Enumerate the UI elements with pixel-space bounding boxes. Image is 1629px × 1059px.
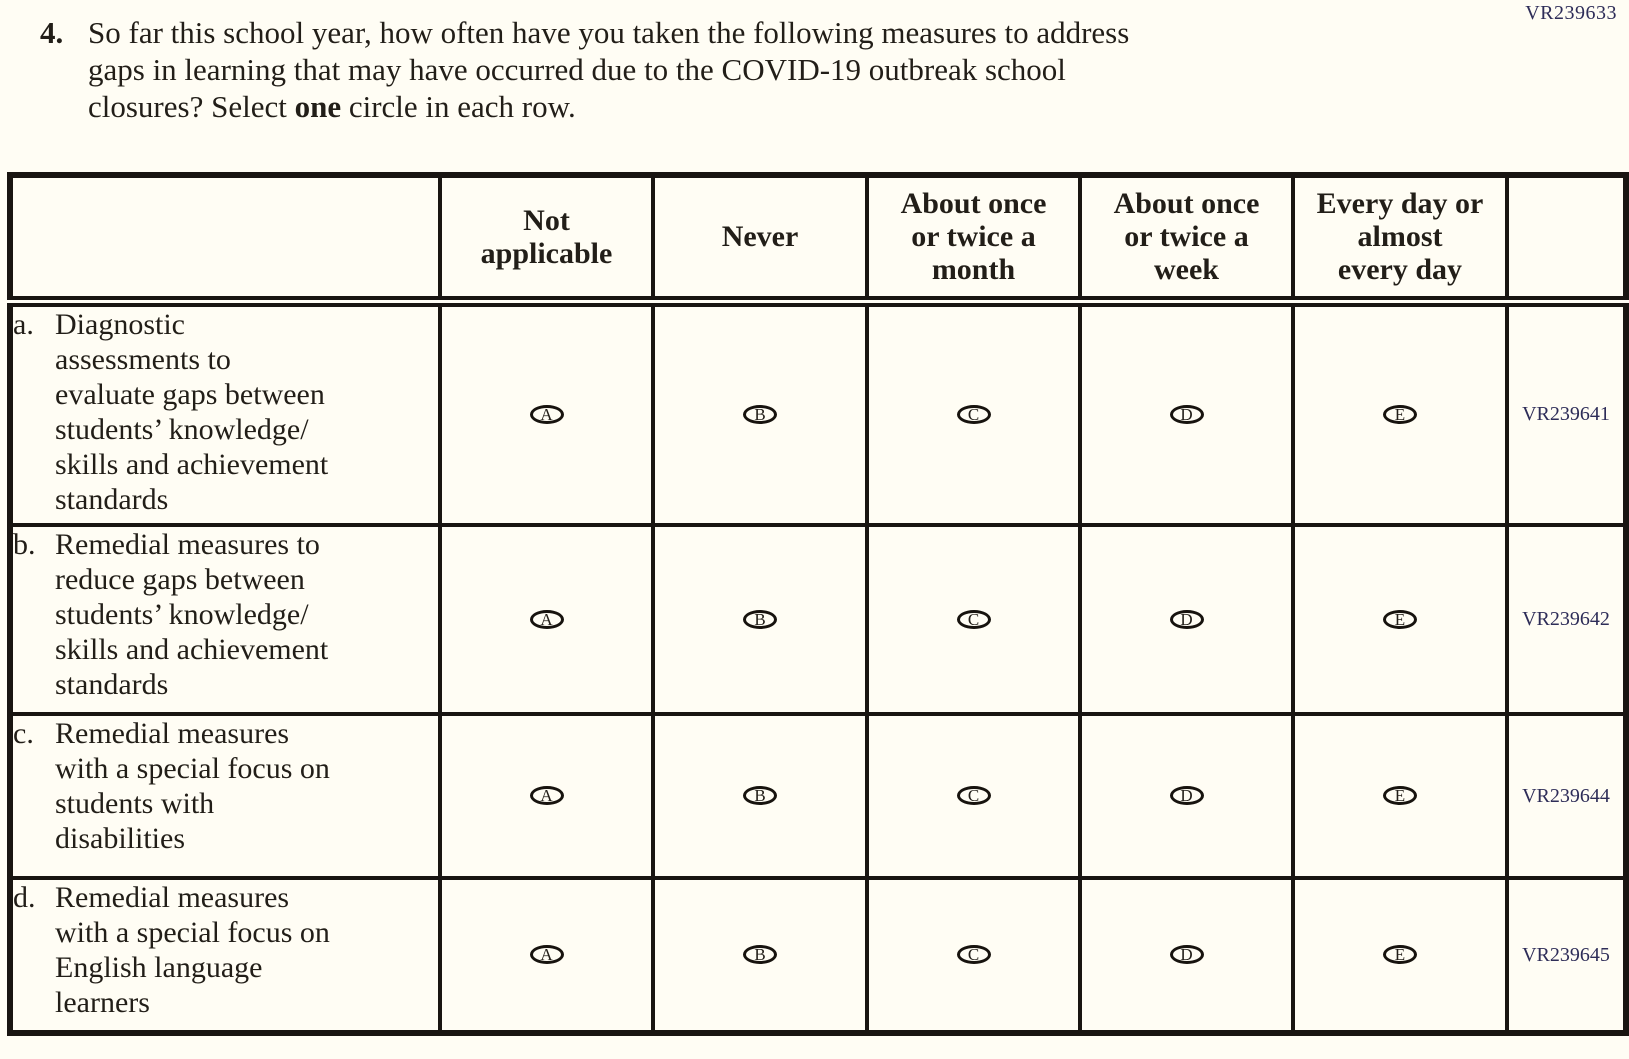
row-d-cell-not-applicable: A xyxy=(438,876,655,1035)
row-a-bubble-B[interactable]: B xyxy=(743,404,777,424)
row-b-bubble-C[interactable]: C xyxy=(956,609,991,629)
row-c-label: Remedial measures with a special focus o… xyxy=(55,717,330,855)
header-every-day: Every day or almost every day xyxy=(1291,173,1509,307)
row-a-bubble-D[interactable]: D xyxy=(1169,404,1204,424)
row-a-label: Diagnostic assessments to evaluate gaps … xyxy=(55,307,329,516)
row-b-bubble-B[interactable]: B xyxy=(743,609,777,629)
row-c-cell-every-day: E xyxy=(1291,712,1509,880)
row-d-cell-every-day: E xyxy=(1291,876,1509,1035)
row-c-bubble-D[interactable]: D xyxy=(1169,786,1204,805)
row-b-label: Remedial measures to reduce gaps between… xyxy=(55,528,329,701)
row-a-bubble-C[interactable]: C xyxy=(956,404,991,424)
row-b-bubble-E[interactable]: E xyxy=(1383,609,1417,629)
table-row-d: d. Remedial measures with a special focu… xyxy=(8,876,1628,1035)
question-text-part2: circle in each row. xyxy=(341,89,576,124)
question-text-part1: So far this school year, how often have … xyxy=(88,15,1130,124)
row-a-cell-not-applicable: A xyxy=(438,299,655,527)
table-row-b: b. Remedial measures to reduce gaps betw… xyxy=(8,523,1628,716)
row-c-bubble-E[interactable]: E xyxy=(1383,786,1417,805)
row-b-letter: b. xyxy=(13,528,36,561)
row-d-cell-never: B xyxy=(651,876,869,1035)
row-c-bubble-B[interactable]: B xyxy=(743,786,777,805)
row-d-bubble-D[interactable]: D xyxy=(1169,945,1204,964)
row-d-letter: d. xyxy=(13,881,36,914)
row-a-letter: a. xyxy=(13,307,34,341)
form-code: VR239633 xyxy=(1525,2,1617,24)
row-b-cell-once-twice-week: D xyxy=(1078,523,1295,716)
row-b-cell-not-applicable: A xyxy=(438,523,655,716)
question-number: 4. xyxy=(40,15,64,50)
row-b-bubble-A[interactable]: A xyxy=(529,609,564,629)
row-a-code: VR239641 xyxy=(1505,299,1628,527)
row-b-cell-every-day: E xyxy=(1291,523,1509,716)
header-once-twice-week: About once or twice a week xyxy=(1078,173,1295,307)
row-d-bubble-E[interactable]: E xyxy=(1383,945,1417,964)
row-b-code: VR239642 xyxy=(1505,523,1628,716)
header-row: Not applicable Never About once or twice… xyxy=(8,173,1628,307)
row-a-cell-once-twice-week: D xyxy=(1078,299,1295,527)
question-text: So far this school year, how often have … xyxy=(88,14,1129,125)
row-a-bubble-E[interactable]: E xyxy=(1383,404,1417,424)
row-a-cell-once-twice-month: C xyxy=(865,299,1082,527)
row-d-code: VR239645 xyxy=(1505,876,1628,1035)
row-a-label-cell: a. Diagnostic assessments to evaluate ga… xyxy=(8,299,442,527)
row-d-cell-once-twice-month: C xyxy=(865,876,1082,1035)
header-once-twice-month: About once or twice a month xyxy=(865,173,1082,307)
row-c-letter: c. xyxy=(13,717,34,750)
row-c-bubble-C[interactable]: C xyxy=(956,786,991,805)
row-d-label-cell: d. Remedial measures with a special focu… xyxy=(8,876,442,1035)
row-a-cell-every-day: E xyxy=(1291,299,1509,527)
row-c-bubble-A[interactable]: A xyxy=(529,786,564,805)
row-d-bubble-B[interactable]: B xyxy=(743,945,777,964)
header-never: Never xyxy=(651,173,869,307)
table-row-c: c. Remedial measures with a special focu… xyxy=(8,712,1628,880)
row-d-bubble-A[interactable]: A xyxy=(529,945,564,964)
header-not-applicable: Not applicable xyxy=(438,173,655,307)
row-d-cell-once-twice-week: D xyxy=(1078,876,1295,1035)
row-a-cell-never: B xyxy=(651,299,869,527)
row-b-bubble-D[interactable]: D xyxy=(1169,609,1204,629)
row-d-label: Remedial measures with a special focus o… xyxy=(55,881,330,1019)
row-b-cell-never: B xyxy=(651,523,869,716)
row-b-label-cell: b. Remedial measures to reduce gaps betw… xyxy=(8,523,442,716)
response-matrix-table: Not applicable Never About once or twice… xyxy=(7,172,1629,1036)
question-block: 4. So far this school year, how often ha… xyxy=(40,14,1129,125)
row-c-cell-not-applicable: A xyxy=(438,712,655,880)
header-empty-code-column xyxy=(1505,173,1628,307)
row-c-label-cell: c. Remedial measures with a special focu… xyxy=(8,712,442,880)
row-c-cell-once-twice-month: C xyxy=(865,712,1082,880)
row-d-bubble-C[interactable]: C xyxy=(956,945,991,964)
row-a-bubble-A[interactable]: A xyxy=(529,404,564,424)
question-text-bold: one xyxy=(294,89,342,124)
header-empty-label-column xyxy=(8,173,442,307)
row-b-cell-once-twice-month: C xyxy=(865,523,1082,716)
row-c-code: VR239644 xyxy=(1505,712,1628,880)
row-c-cell-never: B xyxy=(651,712,869,880)
row-c-cell-once-twice-week: D xyxy=(1078,712,1295,880)
table-row-a: a. Diagnostic assessments to evaluate ga… xyxy=(8,299,1628,527)
